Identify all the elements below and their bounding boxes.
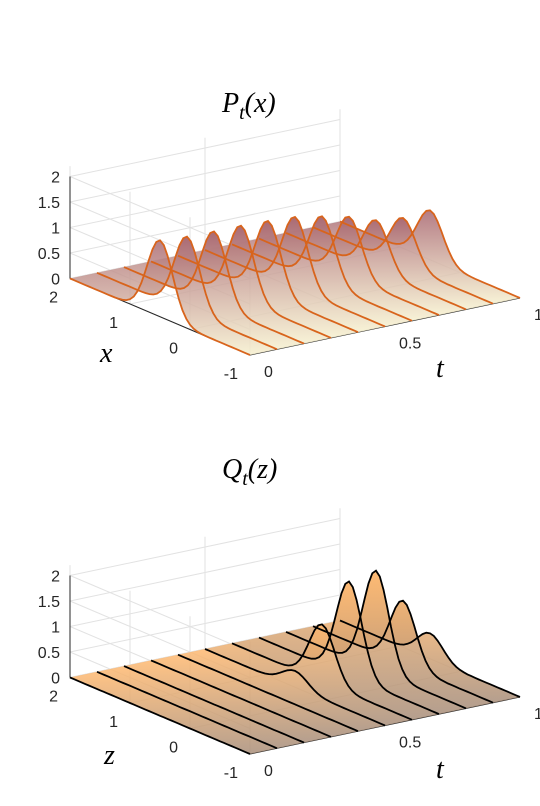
slice-curve xyxy=(96,670,278,750)
tick-label: 2 xyxy=(51,569,60,586)
tick-label: 0.5 xyxy=(38,246,60,263)
tick-label: 0 xyxy=(264,763,273,780)
slice-curve xyxy=(177,219,359,334)
tick-label: 1 xyxy=(109,714,118,731)
ylabel-q: z xyxy=(103,740,115,771)
slice-curve xyxy=(204,215,386,328)
slice-curve xyxy=(231,215,413,322)
tick-label: 0 xyxy=(169,341,178,358)
surface-patch xyxy=(313,600,520,703)
slice-curve xyxy=(312,599,494,704)
xlabel-q: t xyxy=(436,754,445,785)
tick-label: 1 xyxy=(51,221,60,238)
tick-label: 0 xyxy=(169,740,178,757)
surface-q xyxy=(69,569,521,755)
surface-patch xyxy=(232,216,439,321)
tick-label: 0.5 xyxy=(38,645,60,662)
surface-patch xyxy=(205,624,412,726)
slice-curve xyxy=(69,676,251,755)
ticks-q: 0 0.5 1 1.5 2 2 1 0 -1 0 0.5 1 xyxy=(38,569,540,783)
tick-label: 1 xyxy=(109,315,118,332)
surface-patch xyxy=(178,649,385,732)
slice-curve xyxy=(258,580,440,715)
title-q: Qt(z) xyxy=(222,454,277,490)
slice-curve xyxy=(123,230,305,345)
title-p: Pt(x) xyxy=(221,88,276,124)
tick-label: 1 xyxy=(534,706,540,723)
slice-curve xyxy=(312,217,494,305)
tick-label: 2 xyxy=(51,170,60,187)
slice-curve xyxy=(150,224,332,339)
tick-label: 2 xyxy=(49,290,58,307)
surface-patch xyxy=(178,216,385,333)
grid-line xyxy=(69,575,251,653)
tick-label: 0 xyxy=(264,364,273,381)
tick-label: 1 xyxy=(534,307,540,324)
surface-patch xyxy=(97,666,304,749)
tick-label: -1 xyxy=(224,765,238,782)
slice-curve xyxy=(204,648,386,727)
tick-label: 1.5 xyxy=(38,594,60,611)
ticks-p: 0 0.5 1 1.5 2 2 1 0 -1 0 0.5 1 xyxy=(38,170,540,384)
tick-label: 1 xyxy=(51,620,60,637)
slice-curve xyxy=(339,619,521,698)
title-q-main: Q xyxy=(222,454,242,485)
slice-curve xyxy=(150,659,332,738)
title-q-arg: (z) xyxy=(248,454,278,485)
tick-label: 0.5 xyxy=(399,735,421,752)
title-p-main: P xyxy=(221,88,239,119)
tick-label: 2 xyxy=(49,689,58,706)
surface-patch xyxy=(232,581,439,720)
surface-patch xyxy=(124,225,331,344)
slice-curve xyxy=(258,215,440,316)
surface-patch xyxy=(151,654,358,737)
tick-label: 1.5 xyxy=(38,195,60,212)
tick-label: -1 xyxy=(224,366,238,383)
surface-patch xyxy=(259,216,466,316)
title-p-sub: t xyxy=(239,102,245,124)
tick-label: 0 xyxy=(51,272,60,289)
slice-curve xyxy=(96,235,278,351)
surface-patch xyxy=(151,221,358,338)
slice-curve xyxy=(339,209,521,299)
slice-curve xyxy=(177,653,359,733)
surface-patch xyxy=(124,660,331,743)
slice-curve xyxy=(285,569,467,710)
slice-curve xyxy=(69,239,251,356)
title-p-arg: (x) xyxy=(245,88,276,119)
xlabel-p: t xyxy=(436,353,445,384)
slice-curve xyxy=(123,665,305,744)
slice-curve xyxy=(231,623,413,721)
title-q-sub: t xyxy=(242,468,248,490)
tick-label: 0.5 xyxy=(399,336,421,353)
surface-patch xyxy=(70,671,277,754)
slice-curve xyxy=(285,219,467,311)
surface-patch xyxy=(97,231,304,350)
ylabel-p: x xyxy=(99,338,113,369)
surface-p xyxy=(69,209,521,356)
tick-label: 0 xyxy=(51,671,60,688)
